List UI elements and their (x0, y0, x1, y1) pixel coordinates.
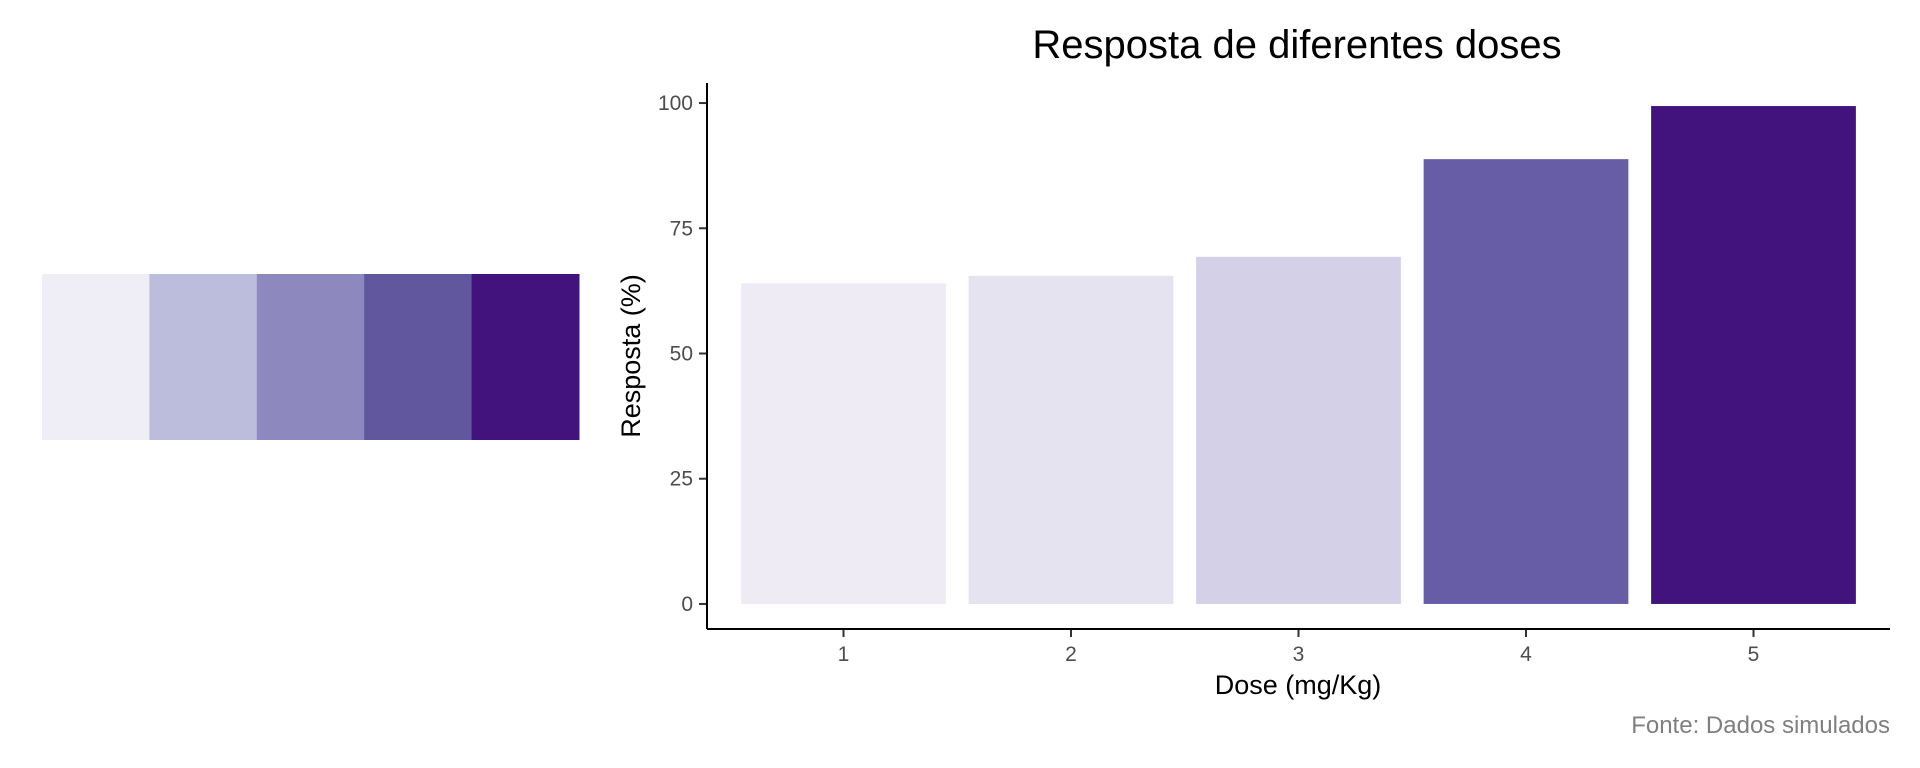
bar-dose-1 (741, 283, 946, 604)
y-tick-label-0: 0 (681, 593, 693, 616)
x-tick-label-5: 5 (1748, 643, 1760, 666)
palette-swatch-3 (256, 274, 365, 440)
palette-swatch-1 (42, 274, 150, 440)
x-axis-ticks: 1 2 3 4 5 (838, 629, 1760, 666)
bar-dose-4 (1423, 159, 1629, 604)
bar-dose-3 (1196, 256, 1401, 604)
y-tick-label-25: 25 (670, 468, 693, 491)
bar-dose-2 (968, 275, 1174, 604)
chart-title: Resposta de diferentes doses (1032, 23, 1561, 67)
source-caption: Fonte: Dados simulados (1631, 712, 1890, 739)
y-axis-title: Resposta (%) (616, 274, 646, 438)
y-axis-ticks: 0 25 50 75 100 (658, 92, 707, 616)
bars (741, 106, 1856, 604)
bar-dose-5 (1651, 106, 1856, 604)
y-tick-label-100: 100 (658, 92, 693, 115)
y-tick-label-50: 50 (670, 343, 693, 366)
palette-swatch-2 (149, 274, 258, 440)
x-axis-title: Dose (mg/Kg) (1215, 670, 1382, 700)
bar-chart: Resposta de diferentes doses 0255075100 … (616, 23, 1890, 739)
x-tick-label-1: 1 (838, 643, 850, 666)
x-tick-label-2: 2 (1065, 643, 1077, 666)
x-tick-label-4: 4 (1520, 643, 1532, 666)
palette-swatch-5 (471, 274, 580, 440)
palette-swatch-4 (364, 274, 473, 440)
x-tick-label-3: 3 (1293, 643, 1305, 666)
palette-strip (42, 274, 580, 440)
y-tick-label-75: 75 (670, 217, 693, 240)
